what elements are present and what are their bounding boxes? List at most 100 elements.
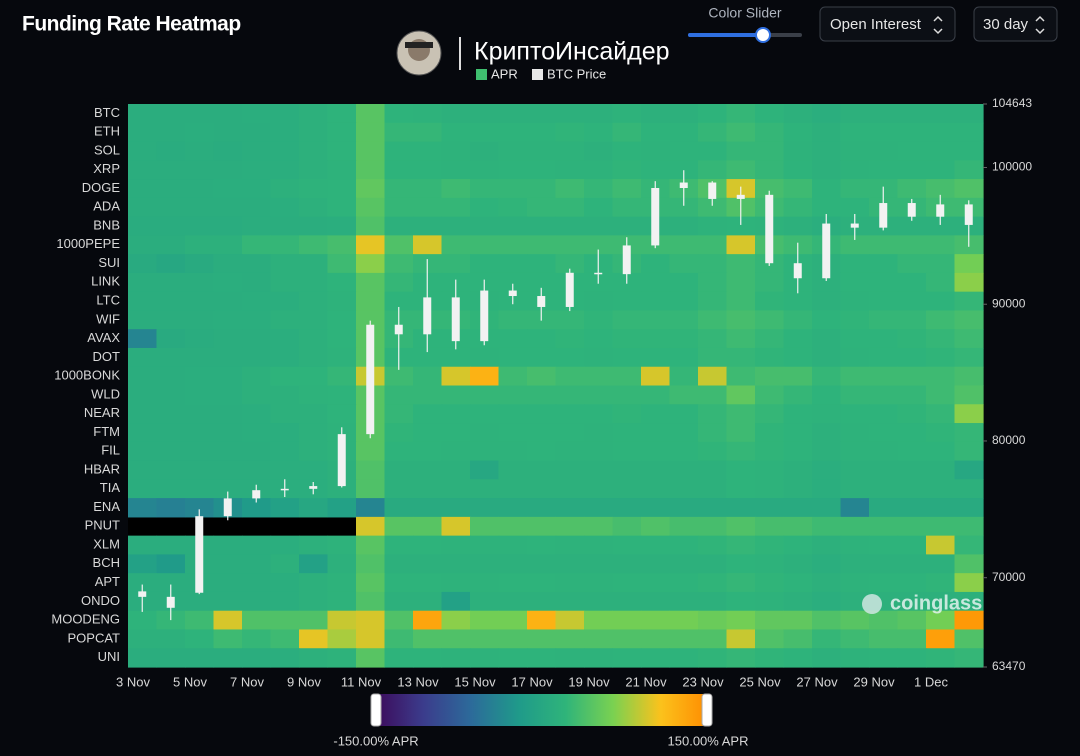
heat-cell bbox=[726, 104, 756, 124]
range-select[interactable]: 30 day bbox=[973, 6, 1058, 42]
heat-cell bbox=[327, 291, 357, 312]
heat-cell bbox=[840, 535, 870, 555]
colorbar-handle[interactable] bbox=[370, 693, 382, 727]
heat-cell bbox=[441, 235, 471, 255]
heat-cell bbox=[384, 423, 414, 443]
heat-cell bbox=[156, 423, 186, 443]
heat-cell bbox=[555, 216, 585, 236]
heat-cell bbox=[669, 385, 699, 405]
brand-name: КриптоИнсайдер bbox=[474, 38, 670, 66]
slider-knob[interactable] bbox=[755, 27, 771, 43]
heat-cell bbox=[242, 141, 272, 161]
heat-cell bbox=[726, 423, 756, 443]
heat-cell bbox=[128, 310, 158, 330]
x-tick-label: 23 Nov bbox=[682, 674, 724, 689]
chevron bbox=[1035, 15, 1045, 35]
heat-cell bbox=[954, 179, 984, 199]
heat-cell bbox=[812, 479, 842, 499]
metric-select[interactable]: Open Interest bbox=[819, 6, 956, 42]
heat-cell bbox=[527, 216, 557, 236]
heat-cell bbox=[669, 122, 699, 143]
heat-cell bbox=[441, 366, 471, 387]
heat-cell bbox=[584, 573, 614, 593]
heat-cell bbox=[555, 516, 585, 537]
heat-cell bbox=[527, 272, 557, 293]
candle-body bbox=[651, 187, 660, 246]
heat-cell bbox=[641, 648, 671, 668]
heat-cell bbox=[869, 310, 899, 330]
heat-cell bbox=[812, 629, 842, 649]
heat-cell bbox=[498, 404, 528, 424]
y-tick-label: 90000 bbox=[992, 296, 1026, 310]
x-tick-label: 5 Nov bbox=[173, 674, 207, 689]
heat-cell bbox=[669, 629, 699, 649]
heat-cell bbox=[555, 179, 585, 199]
heat-cell bbox=[926, 385, 956, 405]
heat-cell bbox=[783, 347, 813, 368]
heat-cell bbox=[242, 197, 272, 218]
row-label: ADA bbox=[93, 199, 120, 214]
heat-cell bbox=[584, 179, 614, 199]
row-label: TIA bbox=[100, 480, 121, 495]
candle-body bbox=[138, 591, 147, 597]
candle-body bbox=[423, 297, 432, 335]
heat-cell bbox=[270, 347, 300, 368]
heat-cell bbox=[242, 291, 272, 312]
colorbar-handle[interactable] bbox=[701, 693, 713, 727]
heat-cell bbox=[270, 404, 300, 424]
heat-cell bbox=[441, 216, 471, 236]
heat-cell bbox=[555, 197, 585, 218]
heat-cell bbox=[470, 535, 500, 555]
heat-cell bbox=[242, 329, 272, 349]
heat-cell bbox=[242, 629, 272, 649]
heat-cell bbox=[840, 104, 870, 124]
heat-cell bbox=[413, 516, 443, 537]
heat-cell bbox=[926, 122, 956, 143]
x-tick-label: 15 Nov bbox=[454, 674, 496, 689]
heat-cell bbox=[299, 235, 329, 255]
x-tick-label: 25 Nov bbox=[739, 674, 781, 689]
heat-cell bbox=[840, 441, 870, 462]
heat-cell bbox=[185, 179, 215, 199]
heat-cell bbox=[726, 479, 756, 499]
heat-cell bbox=[441, 141, 471, 161]
heat-cell bbox=[527, 141, 557, 161]
y-tick-label: 70000 bbox=[992, 570, 1026, 584]
heat-cell bbox=[413, 366, 443, 387]
row-label: WLD bbox=[91, 386, 120, 401]
heat-cell bbox=[954, 460, 984, 480]
heat-cell bbox=[156, 535, 186, 555]
heat-cell bbox=[897, 291, 927, 312]
heat-cell bbox=[213, 460, 243, 480]
watermark-icon bbox=[862, 594, 882, 614]
candle-body bbox=[822, 223, 831, 279]
candle-body bbox=[679, 182, 688, 188]
heat-cell bbox=[755, 591, 785, 612]
heat-cell bbox=[527, 498, 557, 518]
heat-cell bbox=[498, 441, 528, 462]
heat-cell bbox=[441, 554, 471, 574]
heat-cell bbox=[840, 404, 870, 424]
candle-body bbox=[337, 434, 346, 487]
heat-cell bbox=[527, 122, 557, 143]
heat-cell bbox=[726, 385, 756, 405]
heat-cell bbox=[783, 535, 813, 555]
heat-cell bbox=[527, 648, 557, 668]
heat-cell bbox=[698, 516, 728, 537]
heat-cell bbox=[783, 197, 813, 218]
heat-cell bbox=[384, 197, 414, 218]
heat-cell bbox=[755, 479, 785, 499]
heat-cell bbox=[897, 648, 927, 668]
heat-cell bbox=[612, 535, 642, 555]
heat-cell bbox=[213, 404, 243, 424]
heat-cell bbox=[441, 610, 471, 631]
heat-cell bbox=[726, 141, 756, 161]
heat-cell bbox=[840, 385, 870, 405]
heat-cell bbox=[384, 460, 414, 480]
heat-cell bbox=[584, 122, 614, 143]
heat-cell bbox=[470, 366, 500, 387]
heat-cell bbox=[869, 254, 899, 274]
heat-cell bbox=[669, 441, 699, 462]
heat-cell bbox=[869, 648, 899, 668]
row-label: WIF bbox=[96, 311, 120, 326]
